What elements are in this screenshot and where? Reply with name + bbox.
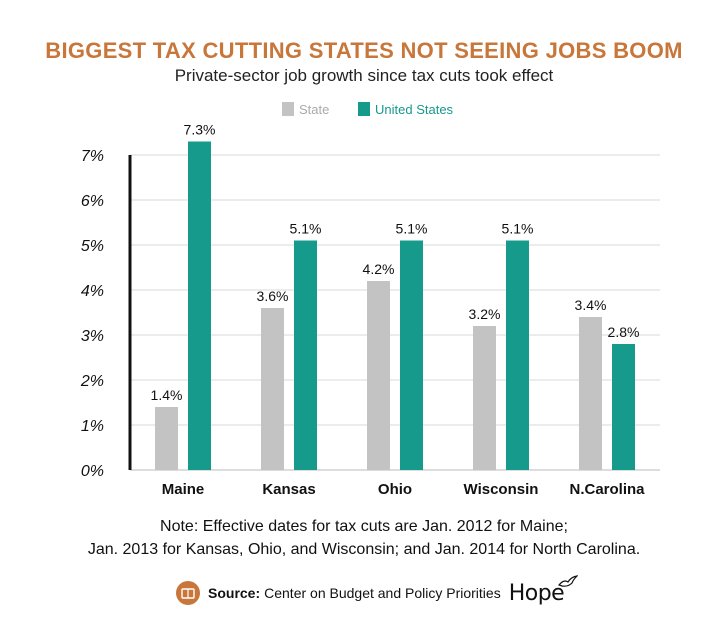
bar-us xyxy=(612,344,635,470)
y-tick-label: 3% xyxy=(81,328,104,345)
x-tick-label: Ohio xyxy=(378,481,412,498)
bar-state xyxy=(579,317,602,470)
data-label: 3.2% xyxy=(469,306,501,322)
bar-state xyxy=(155,407,178,470)
bird-icon xyxy=(558,574,579,587)
y-tick-label: 1% xyxy=(81,418,104,435)
bar-us xyxy=(400,240,423,470)
y-tick-label: 5% xyxy=(81,238,104,255)
y-tick-label: 2% xyxy=(80,373,104,390)
x-tick-label: N.Carolina xyxy=(569,481,645,498)
bar-us xyxy=(506,240,529,470)
bar-state xyxy=(473,326,496,470)
legend-label-state: State xyxy=(299,102,329,117)
book-icon xyxy=(176,581,200,605)
bar-us xyxy=(294,240,317,470)
source-line: Source: Center on Budget and Policy Prio… xyxy=(176,574,579,607)
y-tick-label: 4% xyxy=(81,283,104,300)
bar-state xyxy=(367,281,390,470)
x-tick-label: Kansas xyxy=(262,481,315,498)
legend-swatch-state xyxy=(282,102,294,116)
hope-logo-text: Hope xyxy=(508,580,565,606)
y-tick-label: 0% xyxy=(81,463,104,480)
data-label: 4.2% xyxy=(363,261,395,277)
legend-label-us: United States xyxy=(375,102,454,117)
note-line-2: Jan. 2013 for Kansas, Ohio, and Wisconsi… xyxy=(87,541,641,558)
x-tick-label: Wisconsin xyxy=(464,481,539,498)
data-label: 3.4% xyxy=(575,297,607,313)
y-tick-label: 7% xyxy=(81,148,104,165)
x-tick-label: Maine xyxy=(162,481,205,498)
note-line-1: Note: Effective dates for tax cuts are J… xyxy=(160,518,568,535)
data-label: 5.1% xyxy=(502,221,534,237)
legend-swatch-us xyxy=(358,102,370,116)
y-tick-label: 6% xyxy=(81,193,104,210)
bar-state xyxy=(261,308,284,470)
data-label: 5.1% xyxy=(290,221,322,237)
hope-logo: Hope xyxy=(508,574,579,606)
data-label: 1.4% xyxy=(151,387,183,403)
data-label: 5.1% xyxy=(396,221,428,237)
data-label: 3.6% xyxy=(257,288,289,304)
chart-note: Note: Effective dates for tax cuts are J… xyxy=(0,515,728,561)
source-label: Source: xyxy=(208,585,261,601)
chart-subtitle: Private-sector job growth since tax cuts… xyxy=(174,66,554,85)
data-label: 2.8% xyxy=(608,324,640,340)
source-text: Center on Budget and Policy Priorities xyxy=(264,585,501,601)
data-label: 7.3% xyxy=(184,122,216,138)
chart-title: BIGGEST TAX CUTTING STATES NOT SEEING JO… xyxy=(45,38,683,63)
bar-chart: 0% 1% 2% 3% 4% 5% 6% 7% 1.4% 7.3% Maine 3.6% 5.1% Kan… xyxy=(80,102,660,498)
bar-us xyxy=(188,141,211,470)
